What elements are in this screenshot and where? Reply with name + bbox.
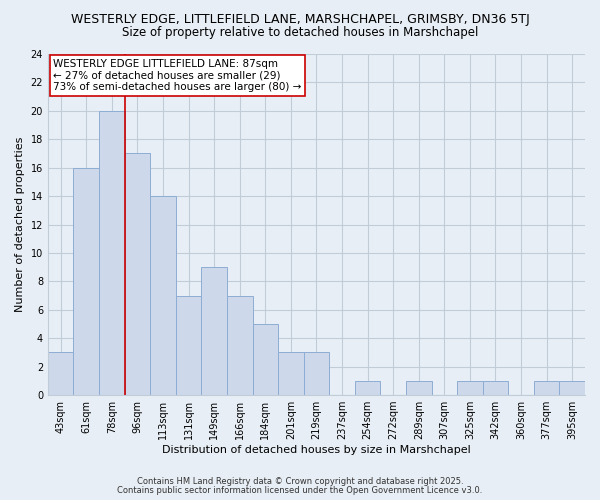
Bar (253, 324, 278, 395)
Bar (355, 381, 380, 395)
Bar (227, 296, 253, 395)
Bar (125, 154, 150, 395)
Text: Size of property relative to detached houses in Marshchapel: Size of property relative to detached ho… (122, 26, 478, 39)
Bar (202, 267, 227, 395)
Bar (304, 352, 329, 395)
Bar (406, 381, 431, 395)
Text: Contains public sector information licensed under the Open Government Licence v3: Contains public sector information licen… (118, 486, 482, 495)
Bar (457, 381, 482, 395)
Text: WESTERLY EDGE, LITTLEFIELD LANE, MARSHCHAPEL, GRIMSBY, DN36 5TJ: WESTERLY EDGE, LITTLEFIELD LANE, MARSHCH… (71, 12, 529, 26)
X-axis label: Distribution of detached houses by size in Marshchapel: Distribution of detached houses by size … (162, 445, 471, 455)
Bar (48, 352, 73, 395)
Y-axis label: Number of detached properties: Number of detached properties (15, 137, 25, 312)
Bar (176, 296, 202, 395)
Bar (534, 381, 559, 395)
Bar (278, 352, 304, 395)
Bar (150, 196, 176, 395)
Bar (559, 381, 585, 395)
Text: Contains HM Land Registry data © Crown copyright and database right 2025.: Contains HM Land Registry data © Crown c… (137, 477, 463, 486)
Text: WESTERLY EDGE LITTLEFIELD LANE: 87sqm
← 27% of detached houses are smaller (29)
: WESTERLY EDGE LITTLEFIELD LANE: 87sqm ← … (53, 59, 302, 92)
Bar (73, 168, 99, 395)
Bar (482, 381, 508, 395)
Bar (99, 111, 125, 395)
